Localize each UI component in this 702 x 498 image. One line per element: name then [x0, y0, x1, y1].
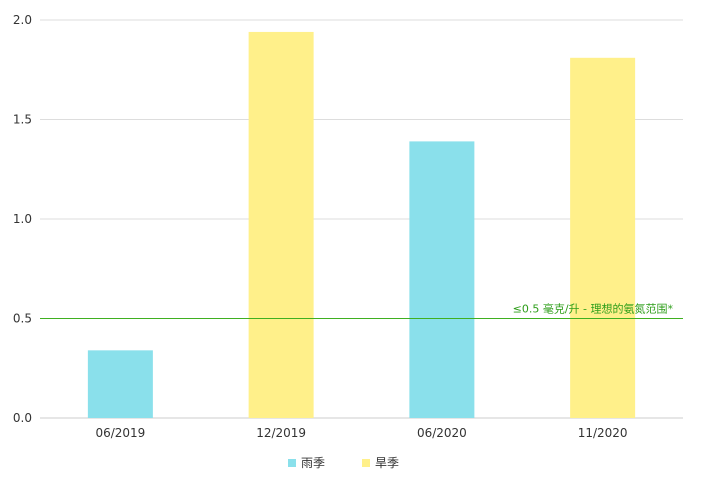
bar [409, 141, 475, 418]
x-tick-label: 06/2019 [95, 426, 145, 440]
x-tick-label: 11/2020 [578, 426, 628, 440]
x-tick-label: 06/2020 [417, 426, 467, 440]
bar [87, 350, 153, 418]
reference-line-label: ≤0.5 毫克/升 - 理想的氨氮范围* [513, 302, 674, 316]
legend-label-rainy: 雨季 [301, 456, 325, 470]
legend-swatch-rainy [288, 459, 296, 467]
bar [248, 31, 314, 418]
y-axis-tick-labels: 0.0 0.5 1.0 1.5 2.0 [13, 13, 32, 425]
y-tick-label: 0.0 [13, 411, 32, 425]
bar [570, 57, 636, 419]
legend: 雨季 旱季 [288, 456, 399, 470]
y-tick-label: 2.0 [13, 13, 32, 27]
legend-label-dry: 旱季 [375, 456, 399, 470]
y-tick-label: 1.5 [13, 113, 32, 127]
bars [87, 31, 636, 419]
legend-swatch-dry [362, 459, 370, 467]
y-tick-label: 0.5 [13, 312, 32, 326]
x-axis-tick-labels: 06/2019 12/2019 06/2020 11/2020 [95, 426, 627, 440]
reference-line-group: ≤0.5 毫克/升 - 理想的氨氮范围* [40, 302, 683, 319]
x-tick-label: 12/2019 [256, 426, 306, 440]
y-tick-label: 1.0 [13, 212, 32, 226]
